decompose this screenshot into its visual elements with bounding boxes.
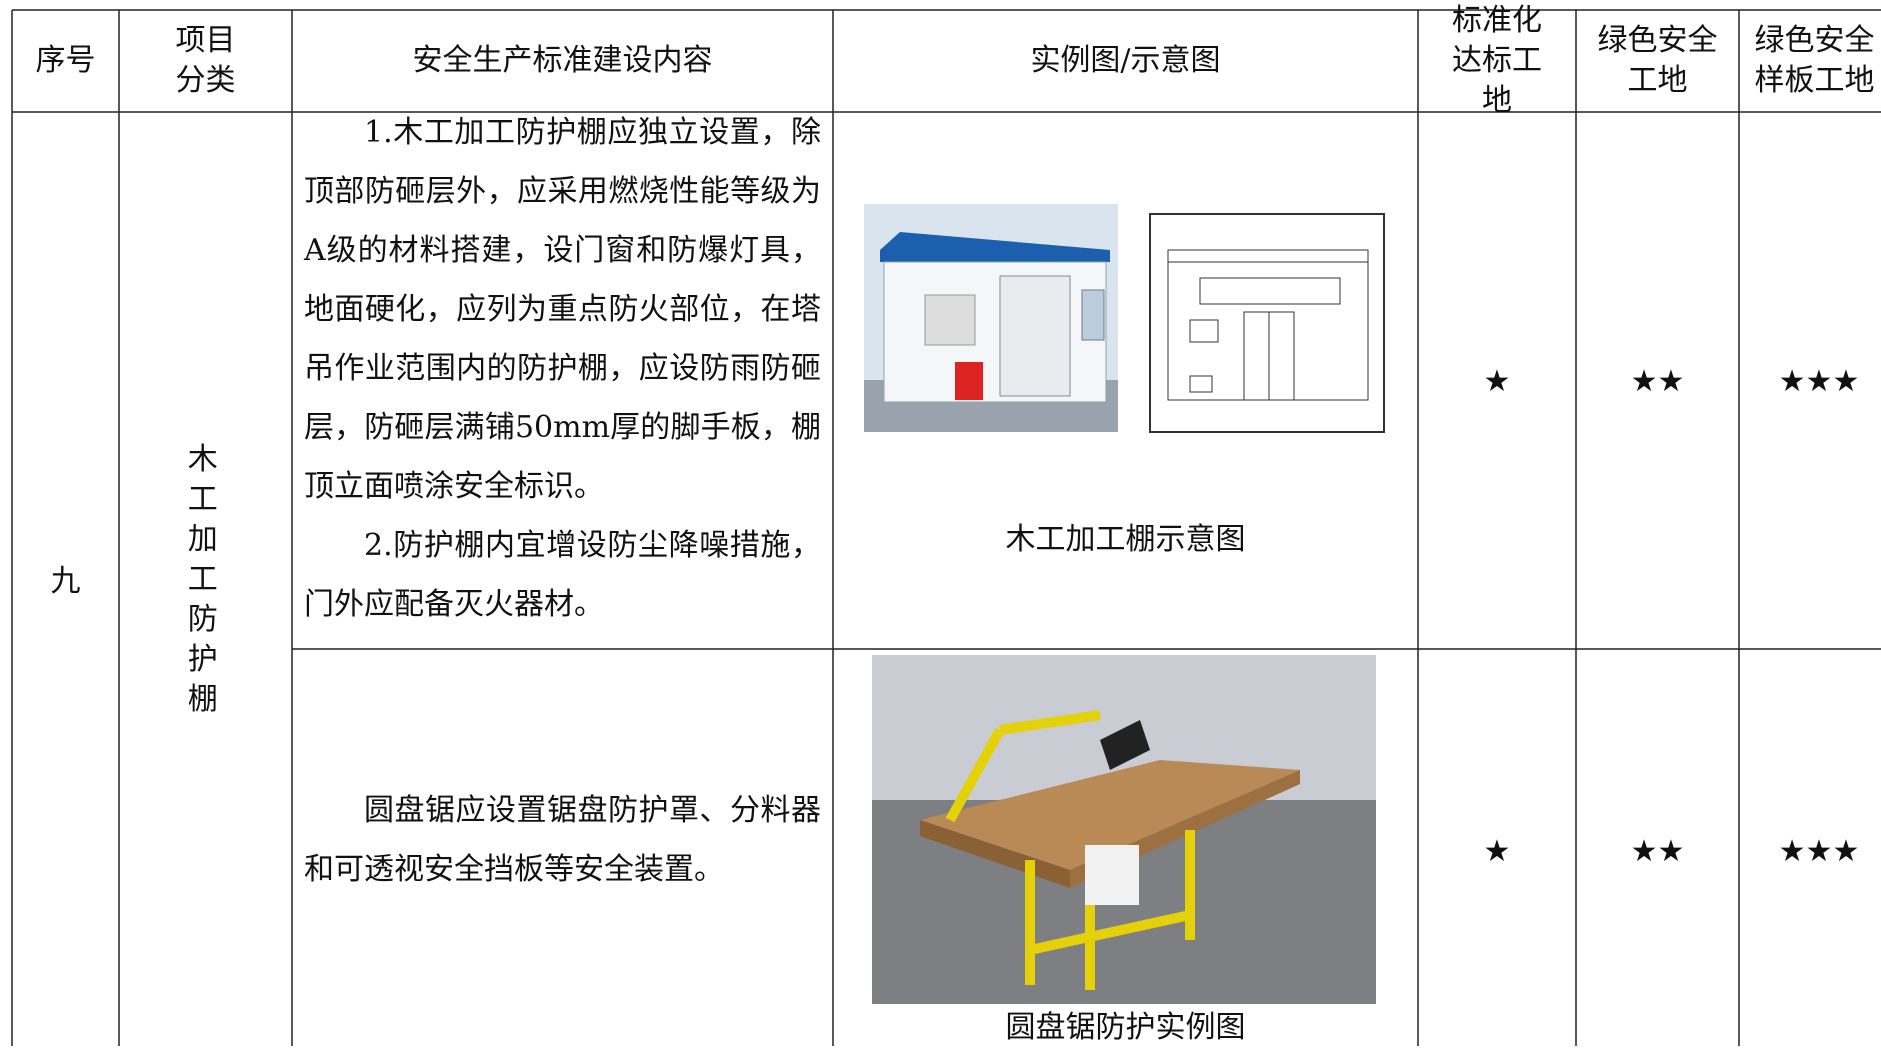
header-text: 项目分类 bbox=[175, 23, 236, 98]
caption: 圆盘锯防护实例图 bbox=[1005, 1010, 1246, 1045]
header-cell: 安全生产标准建设内容 bbox=[412, 43, 713, 78]
row-category: 木工加工防护棚 bbox=[187, 442, 218, 717]
content: 1.木工加工防护棚应独立设置，除顶部防砸层外，应采用燃烧性能等级为A级的材料搭建… bbox=[304, 103, 821, 634]
caption: 木工加工棚示意图 bbox=[1005, 522, 1246, 557]
content-paragraph: 1.木工加工防护棚应独立设置，除顶部防砸层外，应采用燃烧性能等级为A级的材料搭建… bbox=[304, 115, 821, 504]
rating: ★★ bbox=[1630, 834, 1685, 869]
rating: ★ bbox=[1483, 364, 1511, 399]
header-cell: 绿色安全样板工地 bbox=[1739, 10, 1881, 112]
content: 圆盘锯应设置锯盘防护罩、分料器和可透视安全挡板等安全装置。 bbox=[304, 781, 821, 899]
header-cell: 序号 bbox=[35, 43, 96, 78]
rating: ★★★ bbox=[1778, 834, 1860, 869]
saw-photo bbox=[872, 655, 1376, 1004]
header-cell: 标准化达标工地 bbox=[1418, 3, 1576, 118]
header-cell: 绿色安全工地 bbox=[1576, 10, 1739, 112]
header-text: 绿色安全工地 bbox=[1597, 23, 1718, 98]
row-index: 九 bbox=[50, 564, 81, 599]
rating: ★ bbox=[1483, 834, 1511, 869]
header-text: 标准化达标工地 bbox=[1452, 3, 1542, 118]
rating: ★★ bbox=[1630, 364, 1685, 399]
content-paragraph: 圆盘锯应设置锯盘防护罩、分料器和可透视安全挡板等安全装置。 bbox=[304, 793, 821, 887]
header-text: 绿色安全样板工地 bbox=[1754, 23, 1875, 98]
content-paragraph: 2.防护棚内宜增设防尘降噪措施，门外应配备灭火器材。 bbox=[304, 528, 821, 622]
shed-photo bbox=[864, 204, 1118, 432]
rating: ★★★ bbox=[1778, 364, 1860, 399]
shed-drawing bbox=[1149, 213, 1385, 433]
header-cell: 实例图/示意图 bbox=[1030, 43, 1221, 78]
header-cell: 项目分类 bbox=[119, 10, 292, 112]
